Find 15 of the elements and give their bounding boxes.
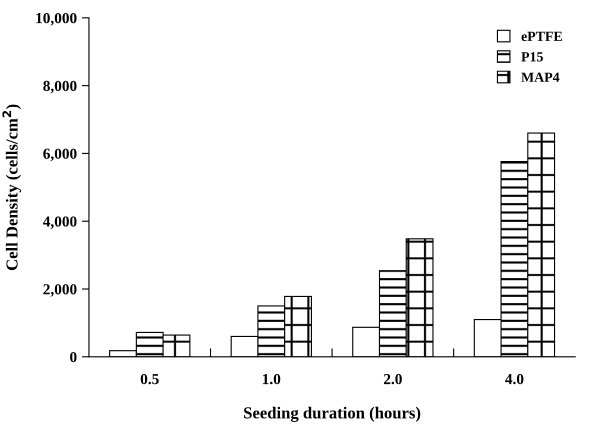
x-tick-label: 4.0 <box>505 374 524 384</box>
y-tick-label: 2,000 <box>43 284 77 297</box>
y-tick-label: 6,000 <box>43 148 77 162</box>
legend-label: ePTFE <box>522 32 562 42</box>
y-tick-label: 0 <box>70 352 77 362</box>
legend-label: MAP4 <box>521 72 560 82</box>
y-tick-label: 10,000 <box>36 12 77 26</box>
x-tick-label: 0.5 <box>140 374 159 384</box>
y-tick-label: 4,000 <box>42 216 77 229</box>
legend-label: P15 <box>521 52 543 62</box>
y-tick-label: 8,000 <box>43 80 77 94</box>
y-axis-title: Cell Density (cells/cm$^{2}$) <box>2 104 22 270</box>
x-axis-title: Seeding duration (hours) <box>244 406 420 422</box>
x-tick-label: 1.0 <box>262 374 280 384</box>
x-tick-label: 2.0 <box>384 374 402 384</box>
